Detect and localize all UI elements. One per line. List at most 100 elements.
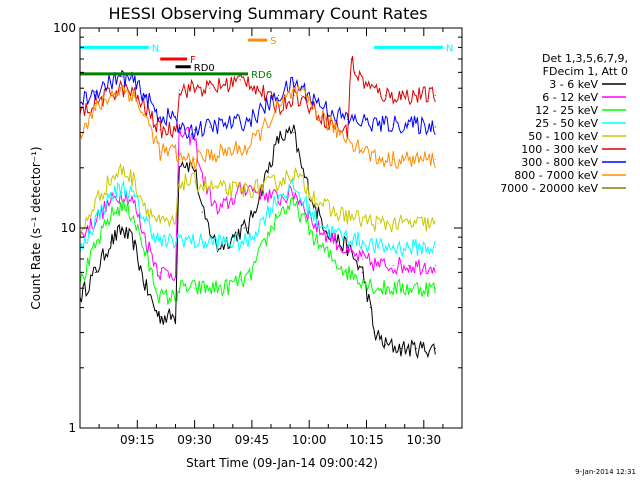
series-line [79, 123, 436, 282]
data-point [400, 347, 402, 349]
data-point [110, 81, 112, 82]
y-tick-label: 1 [68, 421, 76, 435]
data-point [392, 287, 394, 289]
data-point [331, 236, 333, 238]
data-point [133, 94, 134, 96]
data-point [434, 347, 436, 349]
data-point [415, 94, 417, 96]
data-point [232, 236, 234, 238]
data-point [316, 211, 318, 213]
series-line [79, 196, 436, 305]
data-point [408, 223, 409, 225]
data-point [94, 109, 96, 111]
series-line [79, 162, 436, 238]
annotation-f: F [160, 55, 196, 66]
data-point [110, 195, 112, 197]
y-tick-label: 100 [53, 21, 76, 35]
data-point [110, 93, 112, 95]
data-point [377, 264, 379, 266]
data-point [278, 211, 280, 213]
data-point [301, 181, 303, 183]
data-point [159, 151, 161, 153]
data-point [392, 123, 394, 125]
axis-layer: 1 10 100 09:15 09:30 09:45 10:00 10:15 10:30 [53, 21, 462, 447]
data-point [278, 181, 280, 183]
data-point [346, 271, 348, 273]
data-point [316, 111, 318, 113]
data-point [133, 195, 134, 197]
data-point [392, 246, 394, 248]
data-point [155, 111, 157, 113]
data-point [362, 241, 364, 243]
data-point [175, 151, 176, 153]
data-point [159, 241, 161, 243]
series-5 [79, 162, 436, 238]
data-point [247, 227, 249, 229]
data-point [133, 93, 134, 95]
data-point [110, 94, 112, 96]
data-point [377, 159, 379, 160]
data-point [293, 132, 295, 134]
data-point [293, 171, 295, 173]
data-point [373, 332, 375, 334]
legend-entry-label: 50 - 100 keV [528, 130, 598, 143]
data-point [209, 241, 211, 243]
data-point [121, 87, 123, 89]
x-axis-label: Start Time (09-Jan-14 09:00:42) [186, 456, 378, 470]
data-point [110, 178, 112, 180]
data-point [362, 258, 364, 260]
data-point [209, 87, 211, 89]
data-point [110, 215, 112, 217]
data-point [434, 159, 436, 160]
data-point [110, 241, 112, 243]
data-point [232, 198, 234, 200]
data-point [385, 94, 387, 96]
legend-entry-label: 300 - 800 keV [521, 156, 598, 169]
data-point [377, 223, 379, 225]
annotation-s: S [248, 36, 277, 47]
data-point [94, 91, 96, 93]
data-point [408, 159, 409, 160]
data-point [121, 204, 123, 206]
data-point [278, 107, 280, 109]
data-point [247, 121, 249, 123]
data-point [392, 264, 394, 266]
data-point [408, 123, 409, 125]
data-point [346, 236, 348, 238]
data-point [239, 147, 241, 149]
series-1 [79, 124, 436, 360]
data-point [194, 129, 196, 131]
data-point [369, 307, 371, 309]
data-point [159, 116, 161, 118]
data-point [175, 316, 176, 318]
data-point [346, 246, 348, 248]
legend-entry-label: 12 - 25 keV [535, 104, 598, 117]
data-point [331, 258, 333, 260]
data-point [217, 211, 218, 213]
series-line [79, 69, 436, 141]
data-point [362, 121, 364, 123]
data-point [159, 223, 161, 225]
data-point [175, 296, 176, 298]
data-point [144, 116, 146, 118]
data-point [224, 151, 226, 153]
data-point [159, 316, 161, 318]
data-point [392, 159, 394, 160]
series-layer [79, 56, 436, 360]
data-point [316, 198, 318, 200]
data-point [155, 264, 157, 266]
series-8 [79, 84, 436, 170]
data-point [144, 107, 146, 109]
data-point [301, 215, 303, 217]
data-point [224, 84, 226, 86]
data-point [350, 58, 352, 60]
data-point [178, 236, 180, 238]
data-point [133, 81, 134, 82]
data-point [434, 246, 436, 248]
data-point [155, 236, 157, 238]
data-point [408, 246, 409, 248]
data-point [239, 241, 241, 243]
data-point [94, 271, 96, 273]
data-point [194, 159, 196, 160]
data-point [377, 246, 379, 248]
